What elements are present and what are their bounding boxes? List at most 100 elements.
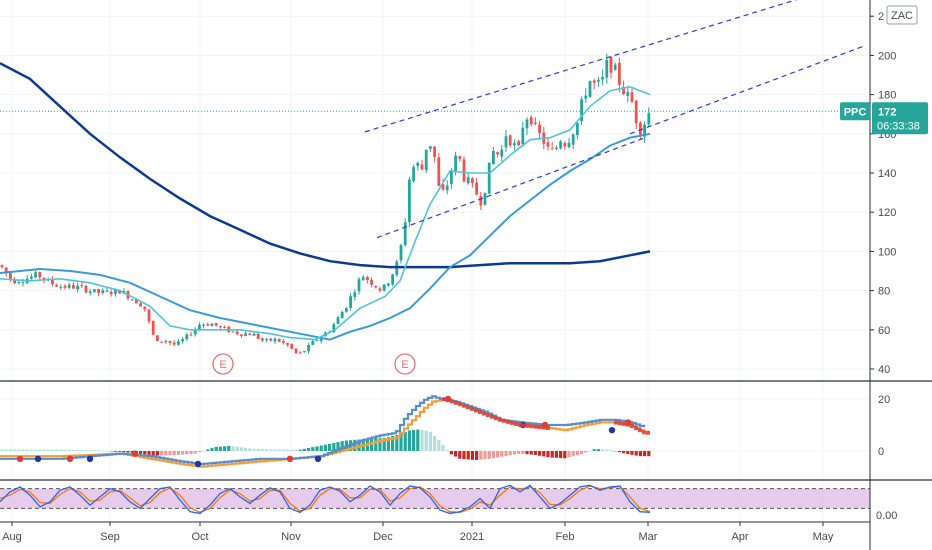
histogram-bar[interactable] xyxy=(420,429,424,451)
candle-body[interactable] xyxy=(437,157,441,186)
candle-body[interactable] xyxy=(282,341,285,343)
histogram-bar[interactable] xyxy=(391,436,395,451)
histogram-bar[interactable] xyxy=(281,449,285,451)
histogram-bar[interactable] xyxy=(286,449,290,451)
histogram-bar[interactable] xyxy=(445,450,449,451)
candle-body[interactable] xyxy=(168,341,172,343)
histogram-bar[interactable] xyxy=(542,451,546,457)
histogram-bar[interactable] xyxy=(437,439,441,451)
histogram-bar[interactable] xyxy=(105,450,109,452)
candle-body[interactable] xyxy=(9,272,12,280)
histogram-bar[interactable] xyxy=(218,446,222,451)
histogram-bar[interactable] xyxy=(315,446,319,451)
candle-body[interactable] xyxy=(290,344,294,349)
histogram-bar[interactable] xyxy=(71,449,75,451)
candle-body[interactable] xyxy=(513,143,516,146)
histogram-bar[interactable] xyxy=(395,434,399,451)
histogram-bar[interactable] xyxy=(491,451,495,459)
histogram-bar[interactable] xyxy=(176,451,180,455)
candle-body[interactable] xyxy=(403,222,407,246)
earnings-marker[interactable]: E xyxy=(394,353,416,375)
histogram-bar[interactable] xyxy=(353,439,357,451)
candle-body[interactable] xyxy=(315,340,319,342)
candle-body[interactable] xyxy=(504,136,508,148)
histogram-bar[interactable] xyxy=(214,446,218,451)
candle-body[interactable] xyxy=(67,284,71,288)
histogram-bar[interactable] xyxy=(483,451,487,460)
candle-body[interactable] xyxy=(550,148,554,150)
histogram-bar[interactable] xyxy=(601,449,605,451)
histogram-bar[interactable] xyxy=(8,449,12,451)
candle-body[interactable] xyxy=(462,159,466,182)
histogram-bar[interactable] xyxy=(521,451,525,454)
histogram-bar[interactable] xyxy=(575,451,579,456)
histogram-bar[interactable] xyxy=(563,451,567,459)
candle-body[interactable] xyxy=(450,170,453,185)
candle-body[interactable] xyxy=(202,324,205,326)
histogram-bar[interactable] xyxy=(559,451,563,459)
candle-body[interactable] xyxy=(534,122,537,124)
candle-body[interactable] xyxy=(538,124,541,133)
histogram-bar[interactable] xyxy=(433,435,437,451)
histogram-bar[interactable] xyxy=(265,449,269,451)
channel-mid-line[interactable] xyxy=(629,45,866,135)
histogram-bar[interactable] xyxy=(193,451,197,454)
histogram-bar[interactable] xyxy=(512,451,516,455)
candle-body[interactable] xyxy=(0,265,4,268)
indicator-line-main[interactable] xyxy=(0,395,646,466)
crossover-dot-bullish[interactable] xyxy=(314,455,322,462)
candle-body[interactable] xyxy=(88,291,92,293)
candle-body[interactable] xyxy=(273,338,277,342)
crossover-dot-bullish[interactable] xyxy=(34,455,42,462)
candle-body[interactable] xyxy=(332,324,336,333)
candle-body[interactable] xyxy=(160,341,163,343)
candle-body[interactable] xyxy=(592,80,596,83)
histogram-bar[interactable] xyxy=(130,451,134,453)
candle-body[interactable] xyxy=(105,290,109,292)
candle-body[interactable] xyxy=(13,278,16,284)
candle-body[interactable] xyxy=(529,117,533,125)
histogram-bar[interactable] xyxy=(88,450,92,451)
candle-body[interactable] xyxy=(345,307,348,312)
histogram-bar[interactable] xyxy=(244,447,248,451)
candle-body[interactable] xyxy=(475,182,478,195)
histogram-bar[interactable] xyxy=(479,451,483,460)
histogram-bar[interactable] xyxy=(554,451,558,458)
candle-body[interactable] xyxy=(580,99,583,122)
candle-body[interactable] xyxy=(559,141,562,149)
histogram-bar[interactable] xyxy=(580,451,584,455)
candle-body[interactable] xyxy=(311,341,315,345)
candle-body[interactable] xyxy=(441,184,445,190)
histogram-bar[interactable] xyxy=(13,449,17,451)
histogram-bar[interactable] xyxy=(143,451,147,455)
histogram-bar[interactable] xyxy=(571,451,575,457)
histogram-bar[interactable] xyxy=(97,450,101,452)
candle-body[interactable] xyxy=(521,127,525,145)
candle-body[interactable] xyxy=(466,177,470,184)
crossover-dot-bearish[interactable] xyxy=(286,455,294,462)
histogram-bar[interactable] xyxy=(550,451,554,458)
time-axis[interactable]: Aug Sep Oct Nov Dec 2021 Feb Mar Apr May xyxy=(0,521,870,543)
stochastic-k-line[interactable] xyxy=(0,484,651,515)
histogram-bar[interactable] xyxy=(399,433,403,451)
histogram-bar[interactable] xyxy=(55,449,59,451)
crossover-dot-bullish[interactable] xyxy=(194,460,202,468)
candle-body[interactable] xyxy=(181,339,184,342)
candle-body[interactable] xyxy=(639,122,642,135)
histogram-bar[interactable] xyxy=(227,445,231,451)
candle-body[interactable] xyxy=(164,341,168,343)
candlestick-series[interactable] xyxy=(0,53,651,355)
histogram-bar[interactable] xyxy=(210,448,214,451)
histogram-bar[interactable] xyxy=(638,451,642,457)
candle-body[interactable] xyxy=(387,283,390,286)
candle-body[interactable] xyxy=(584,95,588,99)
histogram-bar[interactable] xyxy=(323,444,327,451)
candle-body[interactable] xyxy=(609,57,613,73)
candle-body[interactable] xyxy=(84,285,88,293)
candle-body[interactable] xyxy=(424,149,428,171)
indicator-pane[interactable] xyxy=(0,395,651,468)
candle-body[interactable] xyxy=(269,338,273,341)
candle-body[interactable] xyxy=(17,282,21,284)
